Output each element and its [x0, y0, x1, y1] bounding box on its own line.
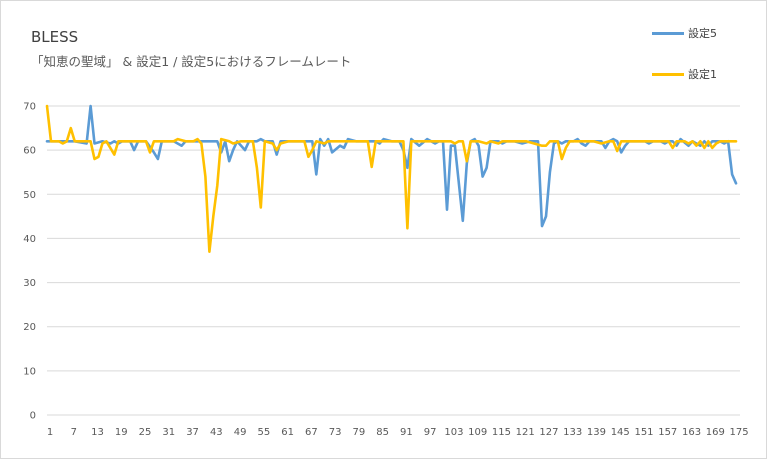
y-tick-label: 70: [23, 102, 36, 113]
legend-label-series-1: 設定5: [688, 27, 717, 40]
x-tick-label: 25: [139, 427, 152, 438]
legend-item-series-1: 設定5: [652, 25, 717, 41]
x-tick-label: 13: [91, 427, 104, 438]
legend-item-series-2: 設定1: [652, 66, 717, 82]
x-tick-label: 121: [516, 427, 535, 438]
x-tick-label: 19: [115, 427, 128, 438]
x-axis-tick-labels: 1 7 13 19 25 31 37 43 49 55 61 67 73 79 85 91 97 103 109 11…: [47, 427, 749, 438]
x-tick-label: 133: [563, 427, 582, 438]
x-tick-label: 97: [424, 427, 437, 438]
x-tick-label: 103: [444, 427, 463, 438]
series-line-2: [45, 104, 738, 253]
grid-lines: [47, 105, 740, 416]
x-tick-label: 79: [353, 427, 366, 438]
legend-label-series-2: 設定1: [688, 68, 717, 81]
x-tick-label: 91: [400, 427, 413, 438]
x-tick-label: 61: [281, 427, 294, 438]
x-tick-label: 127: [539, 427, 558, 438]
x-tick-label: 85: [376, 427, 389, 438]
y-tick-label: 40: [23, 234, 36, 245]
x-tick-label: 49: [234, 427, 247, 438]
x-tick-label: 151: [634, 427, 653, 438]
x-tick-label: 175: [729, 427, 748, 438]
x-tick-label: 55: [257, 427, 270, 438]
x-tick-label: 157: [658, 427, 677, 438]
legend-swatch-series-2: [652, 72, 684, 76]
y-tick-label: 0: [30, 411, 36, 422]
y-tick-label: 60: [23, 146, 36, 157]
chart-title: BLESS: [31, 28, 79, 46]
y-tick-label: 30: [23, 278, 36, 289]
y-tick-label: 50: [23, 190, 36, 201]
x-tick-label: 145: [611, 427, 630, 438]
x-tick-label: 7: [71, 427, 77, 438]
chart-subtitle: 「知恵の聖域」 & 設定1 / 設定5におけるフレームレート: [31, 54, 352, 69]
x-tick-label: 139: [587, 427, 606, 438]
series-lines: [45, 104, 738, 253]
y-axis-tick-labels: 0 10 20 30 40 50 60 70: [23, 102, 36, 422]
x-tick-label: 67: [305, 427, 318, 438]
x-tick-label: 37: [186, 427, 199, 438]
x-tick-label: 43: [210, 427, 223, 438]
x-tick-label: 115: [492, 427, 511, 438]
x-tick-label: 1: [47, 427, 53, 438]
y-tick-label: 10: [23, 366, 36, 377]
x-tick-label: 31: [162, 427, 175, 438]
x-tick-label: 109: [468, 427, 487, 438]
legend-swatch-series-1: [652, 31, 684, 35]
x-tick-label: 169: [706, 427, 725, 438]
x-tick-label: 163: [682, 427, 701, 438]
y-tick-label: 20: [23, 322, 36, 333]
series-line-1: [45, 104, 738, 228]
x-tick-label: 73: [329, 427, 342, 438]
